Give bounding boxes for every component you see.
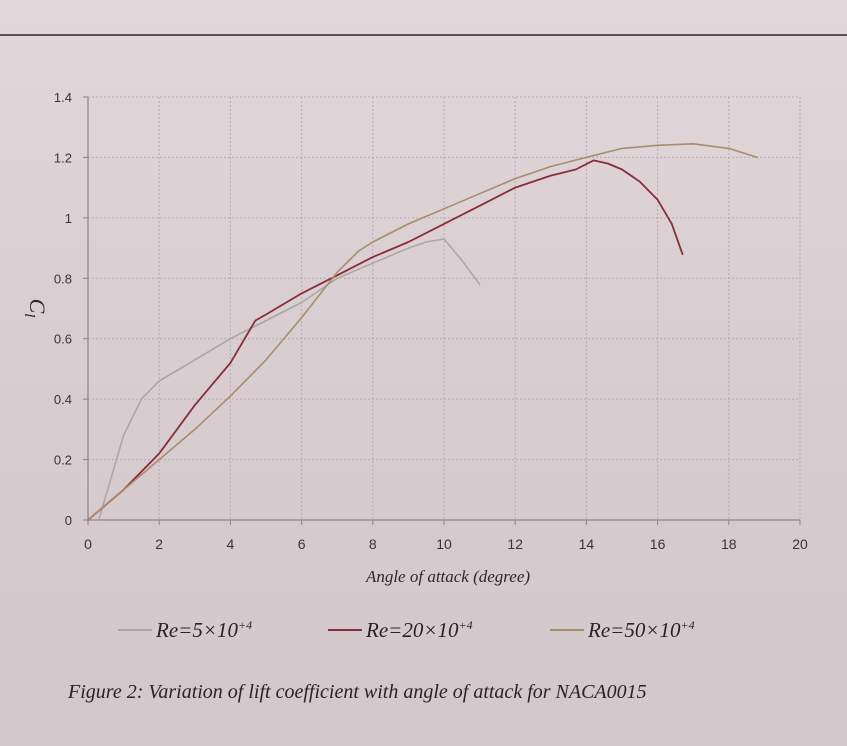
- legend-swatch-re50: [550, 629, 584, 632]
- y-tick-label-0.4: 0.4: [54, 392, 72, 407]
- y-tick-label-1.2: 1.2: [54, 150, 72, 165]
- legend-label-re20: Re=20×10: [366, 618, 459, 642]
- x-tick-label-18: 18: [721, 536, 737, 552]
- legend-exp-re50: +4: [680, 618, 695, 632]
- grid: [88, 96, 801, 520]
- lift-coefficient-chart: 0 0.2 0.4 0.6 0.8 1 1.2 1.4 0 2 4 6 8 10 12 14 16 18 20 A…: [21, 90, 808, 586]
- axes: [83, 96, 801, 525]
- legend-item-re5: Re=5×10+4: [118, 618, 252, 643]
- y-tick-label-0.2: 0.2: [54, 453, 72, 468]
- legend-swatch-re5: [118, 629, 152, 632]
- x-tick-label-12: 12: [507, 536, 523, 552]
- x-tick-label-8: 8: [369, 536, 377, 552]
- legend-item-re20: Re=20×10+4: [328, 618, 473, 643]
- x-tick-label-6: 6: [298, 536, 306, 552]
- y-tick-label-1.4: 1.4: [54, 90, 72, 105]
- y-tick-labels: 0 0.2 0.4 0.6 0.8 1 1.2 1.4: [54, 90, 72, 528]
- legend: Re=5×10+4 Re=20×10+4 Re=50×10+4: [118, 618, 818, 648]
- top-rule: [0, 34, 847, 36]
- legend-label-re5: Re=5×10: [156, 618, 238, 642]
- x-tick-label-2: 2: [155, 536, 163, 552]
- x-axis-label: Angle of attack (degree): [365, 567, 530, 586]
- legend-label-re50: Re=50×10: [588, 618, 681, 642]
- figure-caption: Figure 2: Variation of lift coefficient …: [68, 681, 647, 703]
- x-tick-label-20: 20: [792, 536, 808, 552]
- series-lines: [87, 143, 759, 521]
- x-tick-label-4: 4: [227, 536, 235, 552]
- y-tick-label-0.8: 0.8: [54, 271, 72, 286]
- y-axis-label: Cl: [21, 299, 50, 318]
- series-line-0: [97, 238, 481, 521]
- y-tick-label-1: 1: [65, 211, 72, 226]
- series-line-2: [87, 143, 759, 521]
- legend-exp-re5: +4: [238, 618, 253, 632]
- x-tick-label-16: 16: [650, 536, 666, 552]
- x-tick-label-14: 14: [579, 536, 595, 552]
- x-tick-label-0: 0: [84, 536, 92, 552]
- x-tick-labels: 0 2 4 6 8 10 12 14 16 18 20: [84, 536, 808, 552]
- x-tick-label-10: 10: [436, 536, 452, 552]
- legend-swatch-re20: [328, 629, 362, 632]
- y-tick-label-0: 0: [65, 513, 72, 528]
- y-tick-label-0.6: 0.6: [54, 332, 72, 347]
- legend-exp-re20: +4: [458, 618, 473, 632]
- series-line-1: [87, 159, 684, 521]
- legend-item-re50: Re=50×10+4: [550, 618, 695, 643]
